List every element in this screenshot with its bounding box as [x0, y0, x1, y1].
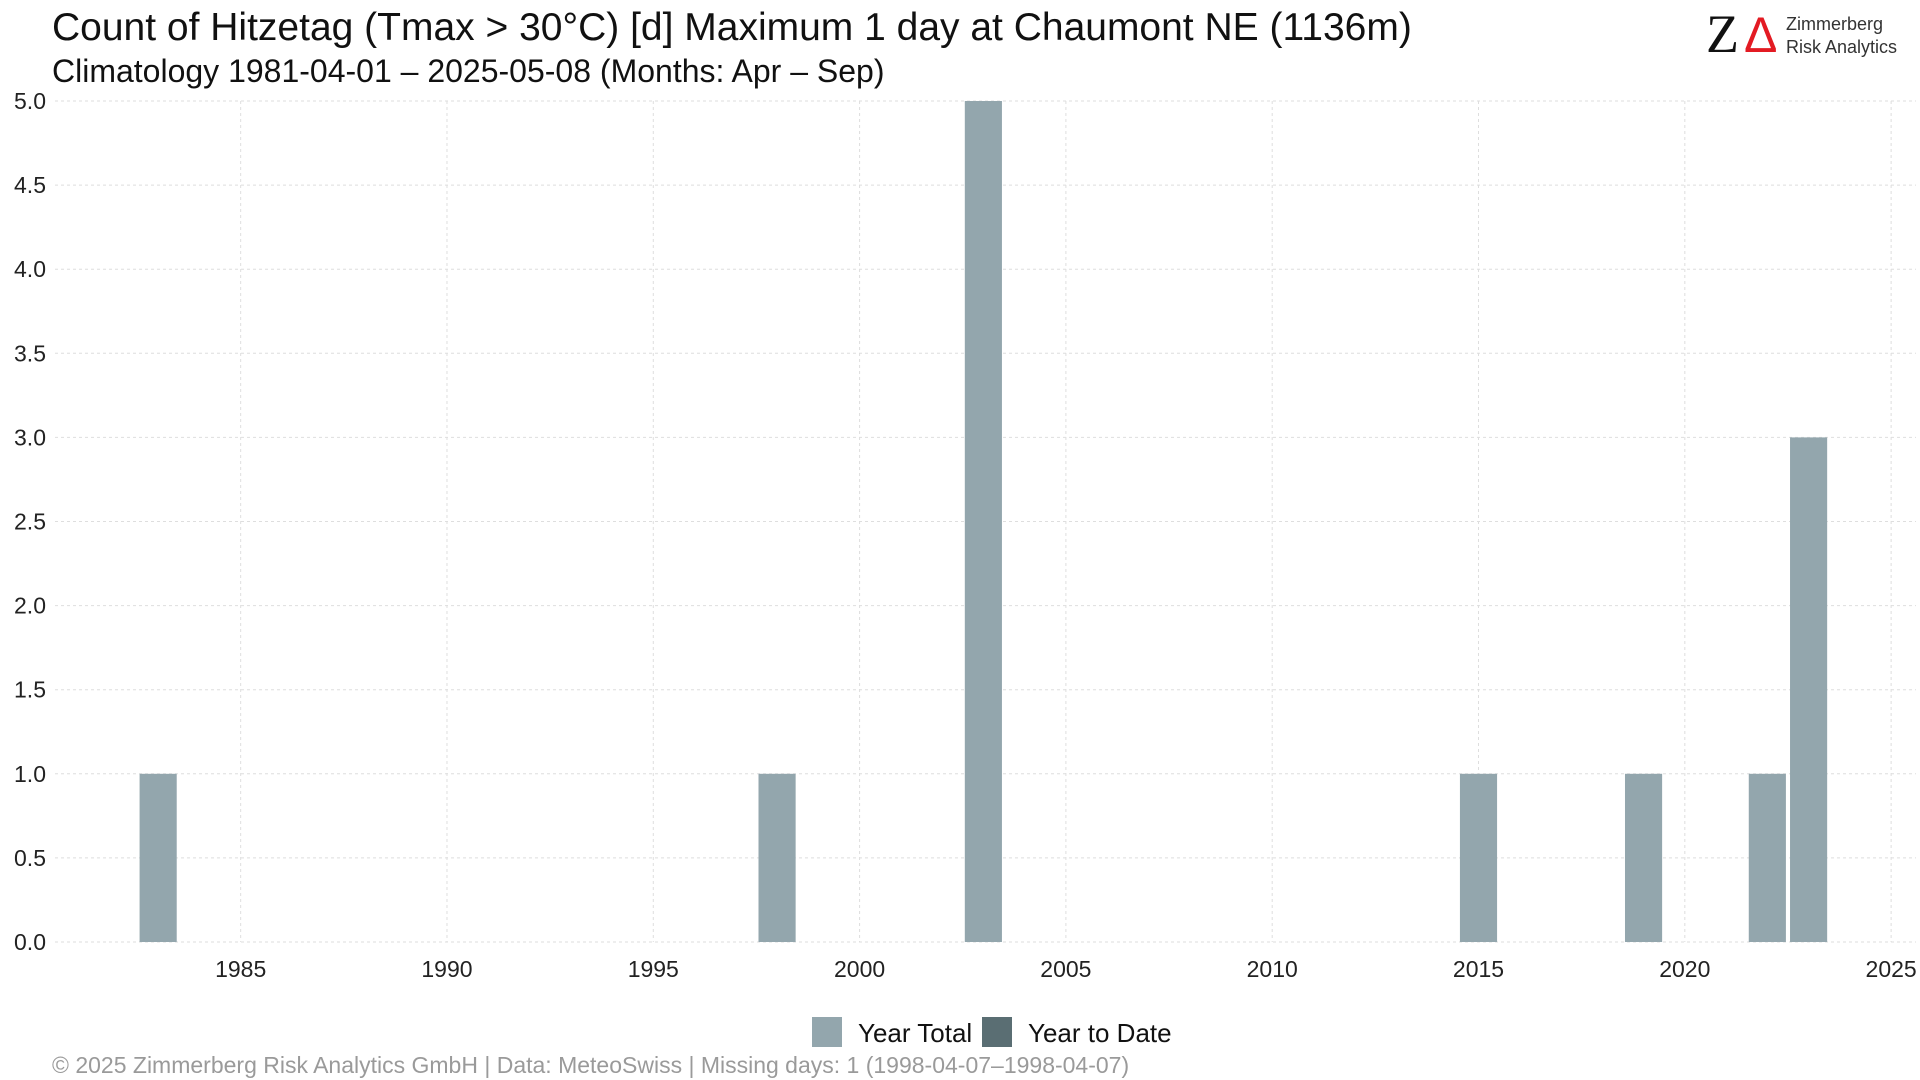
y-tick-label: 4.0 — [14, 256, 46, 282]
chart-subtitle: Climatology 1981-04-01 – 2025-05-08 (Mon… — [52, 53, 884, 89]
y-tick-label: 2.5 — [14, 509, 46, 535]
y-tick-label: 1.0 — [14, 761, 46, 787]
bar-2022 — [1748, 773, 1786, 942]
legend-swatch — [982, 1017, 1012, 1047]
x-axis: 1985 1990 1995 2000 2005 2010 2015 2020 2025 — [215, 956, 1917, 982]
logo-mark-right: Δ — [1744, 7, 1777, 63]
y-tick-label: 4.5 — [14, 172, 46, 198]
logo: Z Δ Zimmerberg Risk Analytics — [1706, 4, 1897, 64]
x-tick-label: 2015 — [1453, 956, 1504, 982]
x-tick-label: 2025 — [1866, 956, 1917, 982]
y-tick-label: 0.5 — [14, 845, 46, 871]
legend-label: Year Total — [858, 1018, 972, 1048]
legend: Year Total Year to Date — [812, 1017, 1172, 1048]
x-tick-label: 2000 — [834, 956, 885, 982]
logo-mark-left: Z — [1706, 4, 1739, 64]
y-tick-label: 5.0 — [14, 88, 46, 114]
x-tick-label: 2010 — [1247, 956, 1298, 982]
y-tick-label: 3.0 — [14, 424, 46, 450]
y-tick-label: 2.0 — [14, 593, 46, 619]
chart-title: Count of Hitzetag (Tmax > 30°C) [d] Maxi… — [52, 6, 1412, 49]
bar-2019 — [1624, 773, 1663, 942]
x-tick-label: 2005 — [1040, 956, 1091, 982]
logo-line-1: Zimmerberg — [1786, 14, 1883, 34]
bar-2023 — [1790, 437, 1828, 942]
footer-credit: © 2025 Zimmerberg Risk Analytics GmbH | … — [52, 1052, 1129, 1078]
y-tick-label: 1.5 — [14, 677, 46, 703]
legend-label: Year to Date — [1028, 1018, 1172, 1048]
x-tick-label: 2020 — [1659, 956, 1710, 982]
legend-swatch — [812, 1017, 842, 1047]
bar-2015 — [1459, 773, 1498, 942]
bars — [139, 101, 1828, 942]
x-tick-label: 1985 — [215, 956, 266, 982]
y-axis: 0.0 0.5 1.0 1.5 2.0 2.5 3.0 3.5 4.0 4.5 5.0 — [14, 88, 46, 955]
y-tick-label: 0.0 — [14, 929, 46, 955]
bar-2003 — [964, 101, 1002, 942]
y-tick-label: 3.5 — [14, 340, 46, 366]
bar-1983 — [139, 773, 177, 942]
x-tick-label: 1990 — [421, 956, 472, 982]
x-tick-label: 1995 — [628, 956, 679, 982]
logo-line-2: Risk Analytics — [1786, 37, 1897, 57]
bar-1998 — [758, 773, 796, 942]
